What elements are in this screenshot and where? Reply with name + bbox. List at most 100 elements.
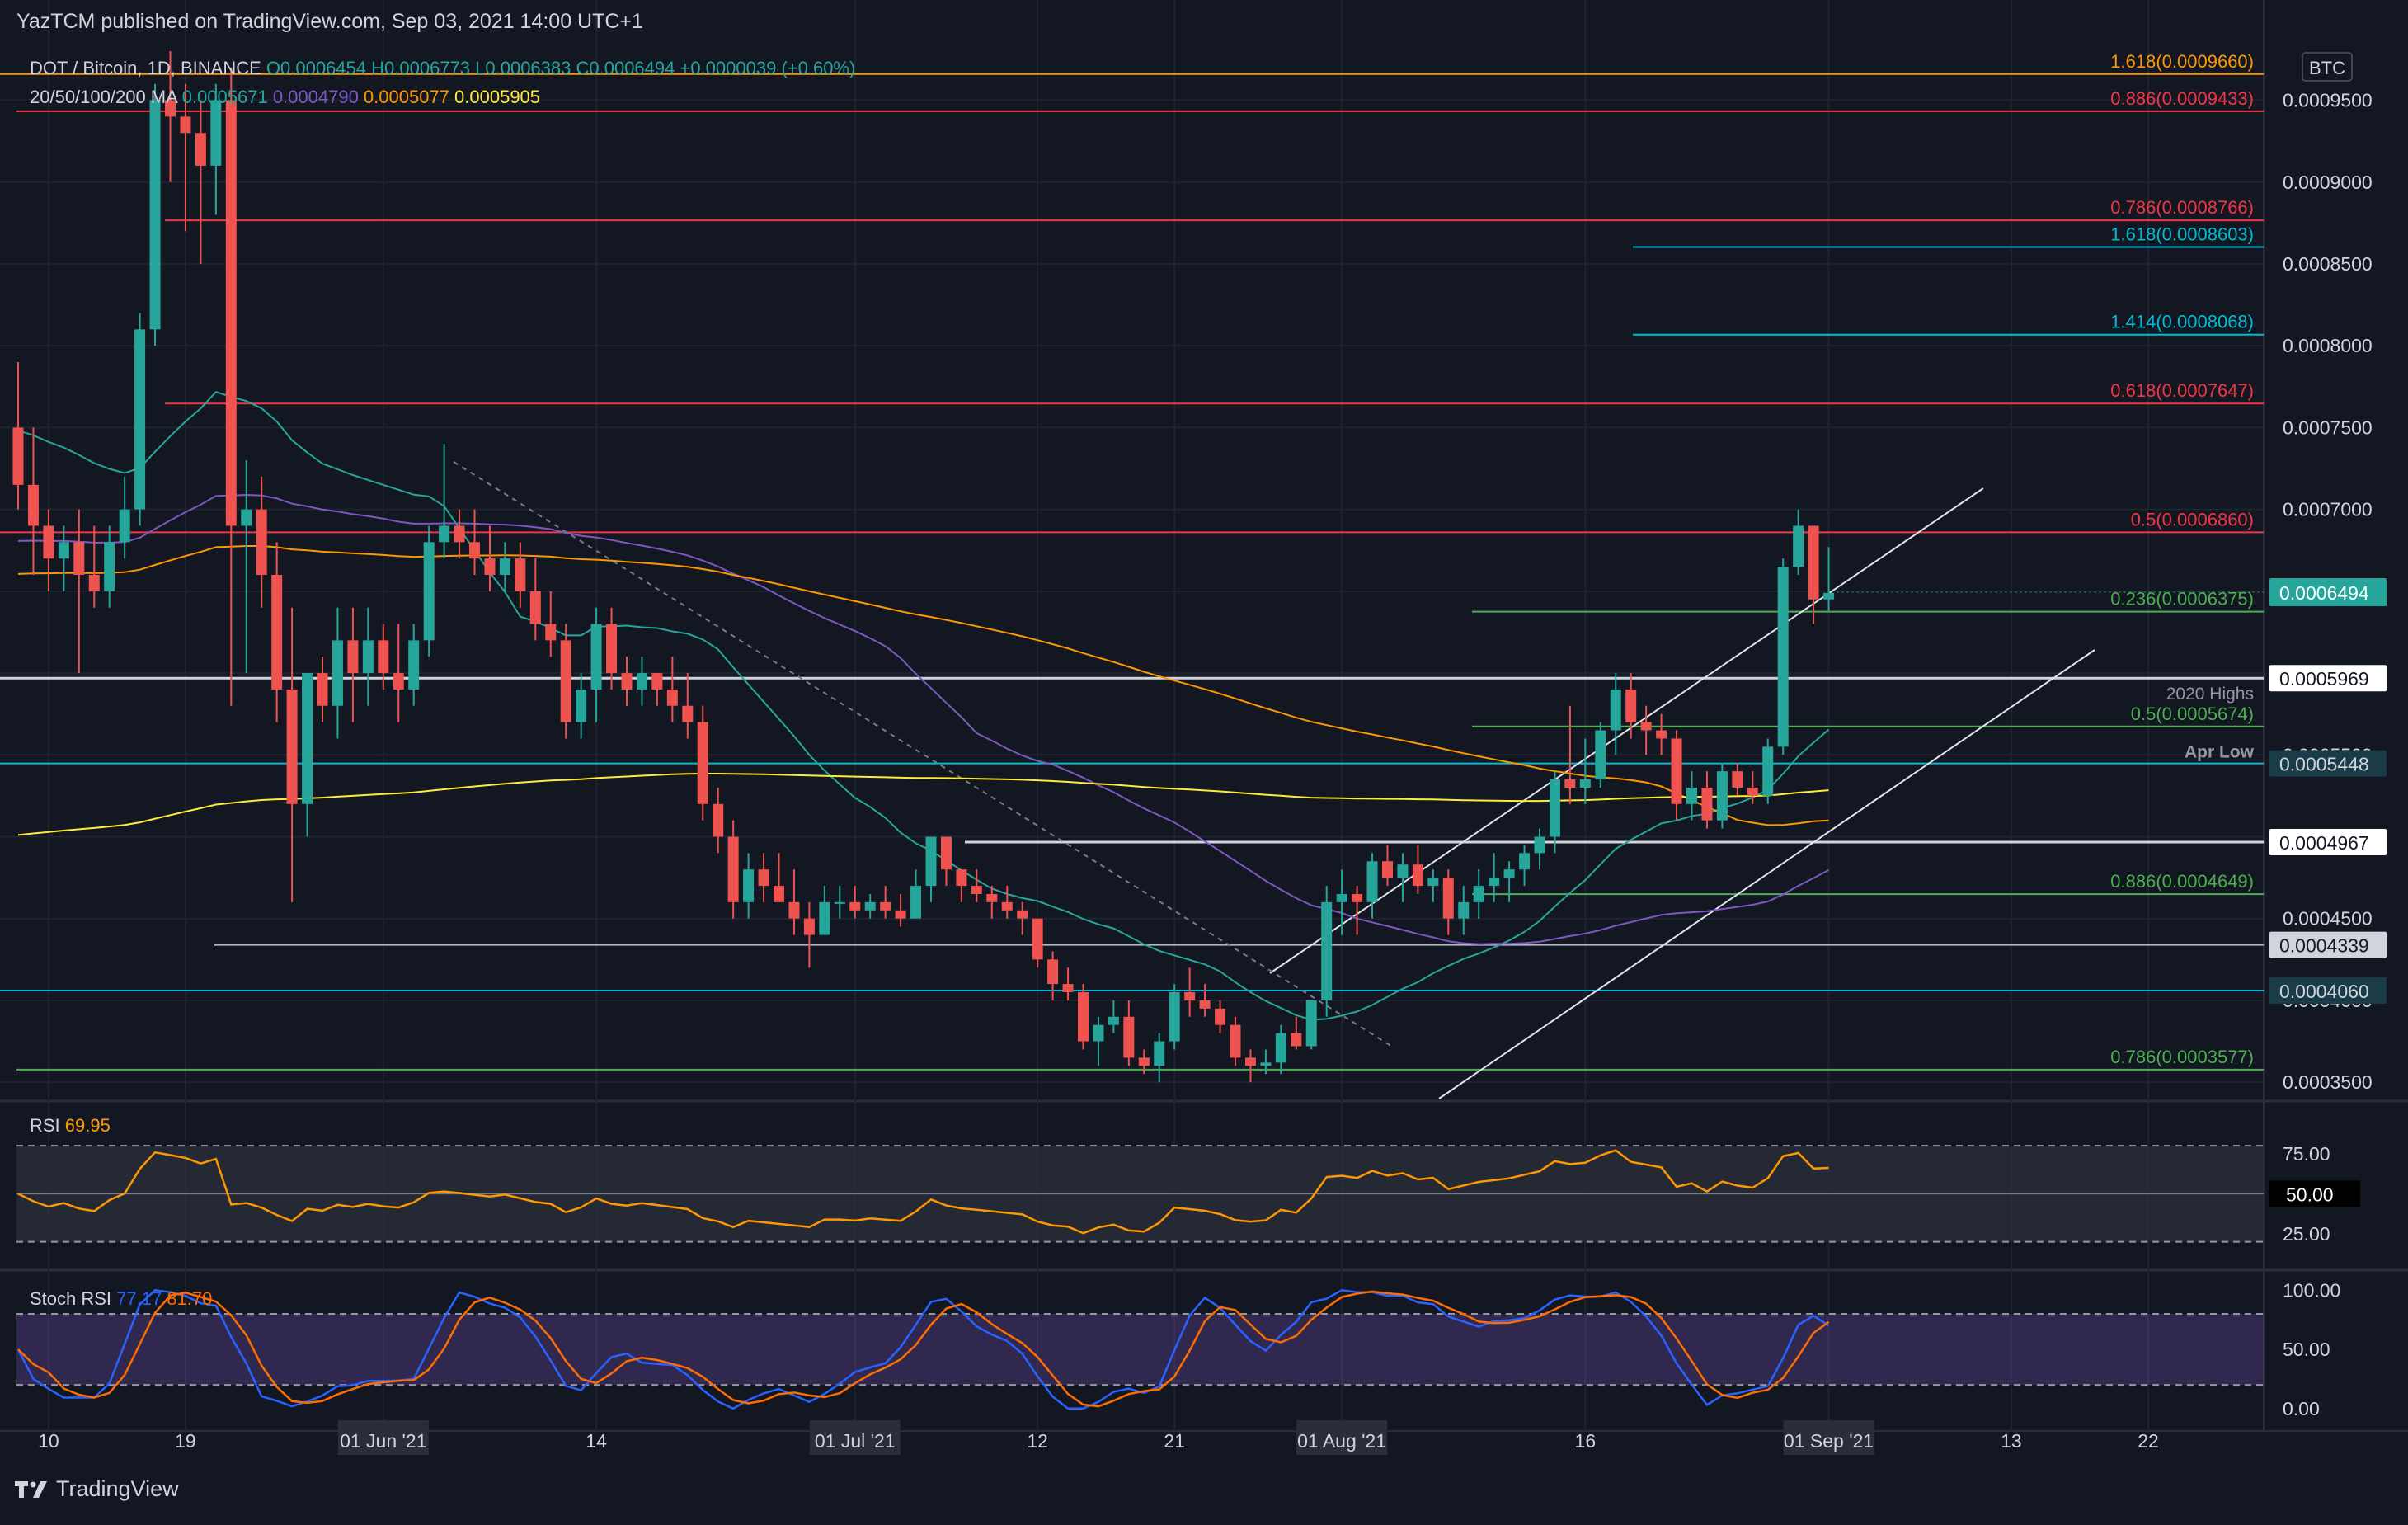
candle: [1503, 861, 1515, 902]
candle: [1412, 845, 1423, 894]
candle-body: [1686, 787, 1697, 804]
candle-body: [378, 640, 389, 674]
candle-body: [576, 689, 587, 722]
legend-change: +0.0000039 (+0.60%): [680, 58, 855, 78]
candle: [774, 853, 784, 902]
x-tick-label: 16: [1575, 1430, 1597, 1452]
candle: [195, 100, 206, 264]
candle-body: [1093, 1024, 1104, 1042]
stoch-legend-k: 77.17: [116, 1288, 167, 1309]
legend-ma-value: 0.0005671: [182, 87, 273, 107]
y-tick-label: 0.0003500: [2283, 1071, 2373, 1093]
candle: [58, 525, 69, 591]
candle: [302, 673, 313, 837]
fib-level-label: 0.886(0.0004649): [2110, 871, 2254, 892]
annotation-2020-highs: 2020 Highs: [2166, 685, 2254, 704]
candle-body: [1169, 992, 1180, 1042]
annotation-apr-low: Apr Low: [2185, 743, 2255, 762]
candle-body: [1640, 722, 1652, 731]
candle: [697, 705, 708, 821]
legend-ohlc-close: C0.0006494: [576, 58, 680, 78]
candle: [1032, 918, 1043, 968]
candle-body: [697, 722, 708, 804]
ma-100-line: [17, 545, 1829, 826]
rsi-legend-value: 69.95: [65, 1115, 111, 1136]
candle-body: [803, 918, 815, 935]
ma-200-line: [17, 773, 1829, 836]
candle-body: [271, 575, 283, 690]
candle: [119, 476, 130, 559]
candle-body: [1519, 853, 1531, 870]
candle-body: [1366, 861, 1378, 902]
candle-body: [1108, 1016, 1119, 1025]
candle-body: [834, 901, 845, 904]
candle: [1184, 967, 1196, 1017]
candle-body: [1184, 992, 1196, 1000]
rsi-legend-label: RSI: [30, 1115, 65, 1136]
candle-body: [1610, 689, 1621, 731]
price-level-badge: [2269, 931, 2387, 958]
candle: [1686, 771, 1697, 821]
tradingview-logo-icon: [15, 1480, 48, 1499]
candle: [27, 427, 39, 575]
candle-body: [362, 640, 374, 674]
candle-body: [880, 901, 891, 911]
legend-symbol-line: DOT / Bitcoin, 1D, BINANCE O0.0006454 H0…: [30, 58, 855, 78]
price-level-badge-text: 0.0005969: [2279, 668, 2369, 690]
candle-body: [1336, 893, 1347, 902]
candle-body: [940, 836, 952, 870]
x-tick-label: 01 Sep '21: [1784, 1430, 1874, 1452]
candle-body: [1199, 1000, 1211, 1009]
candle: [1366, 853, 1378, 919]
candle: [1169, 984, 1180, 1050]
stoch-legend-d: 81.70: [167, 1288, 212, 1309]
candle: [1625, 673, 1637, 739]
rsi-legend: RSI 69.95: [30, 1115, 111, 1136]
rsi-layer: [16, 1145, 2264, 1243]
candle: [1656, 713, 1667, 755]
candle: [1291, 1016, 1302, 1050]
candle-body: [119, 509, 130, 543]
candle: [1473, 869, 1484, 919]
stoch-y-tick: 0.00: [2283, 1398, 2320, 1419]
candle: [834, 886, 845, 919]
candle: [271, 542, 283, 722]
candle: [347, 607, 359, 722]
price-level-badge-text: 0.0004060: [2279, 981, 2369, 1002]
downtrend-line: [453, 461, 1394, 1048]
currency-badge: [2302, 52, 2353, 82]
candle-body: [1047, 959, 1059, 985]
candle-body: [1716, 771, 1728, 821]
currency-badge-text: BTC: [2309, 58, 2345, 78]
candle-body: [393, 673, 404, 690]
candle: [12, 362, 24, 510]
candle-body: [454, 525, 465, 543]
candle-body: [743, 869, 755, 902]
x-tick-label: 12: [1027, 1430, 1048, 1452]
candle-body: [666, 689, 678, 706]
candle-body: [1458, 901, 1470, 919]
candle-body: [1230, 1024, 1241, 1058]
fib-level-label: 0.5(0.0006860): [2131, 509, 2254, 530]
candle: [1047, 951, 1059, 1000]
x-tick-label: 21: [1164, 1430, 1185, 1452]
candle-body: [758, 869, 769, 887]
fib-level-label: 0.618(0.0007647): [2110, 380, 2254, 401]
candle: [1397, 853, 1409, 902]
stoch-layer: [16, 1288, 2264, 1410]
candle-body: [636, 673, 647, 690]
candle: [1458, 886, 1470, 935]
candle-body: [606, 624, 618, 674]
candle-body: [1154, 1041, 1165, 1066]
y-tick-label: 0.0008000: [2283, 335, 2373, 356]
tradingview-logo[interactable]: TradingView: [15, 1476, 179, 1502]
candle-body: [1412, 864, 1423, 887]
candle-body: [1579, 779, 1591, 788]
price-level-badge-text: 0.0004967: [2279, 832, 2369, 854]
candle: [1534, 828, 1545, 870]
candle: [378, 624, 389, 690]
legend-ma-value: 0.0005077: [364, 87, 454, 107]
candle: [73, 509, 85, 674]
candle-body: [1352, 893, 1363, 902]
candle: [590, 607, 602, 722]
